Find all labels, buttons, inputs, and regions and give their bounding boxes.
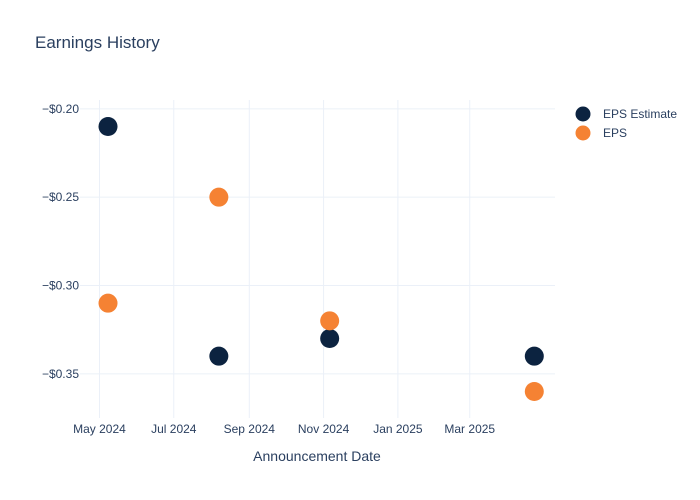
x-tick-label: Jul 2024 bbox=[151, 422, 197, 436]
eps-point[interactable] bbox=[209, 187, 229, 207]
x-tick-label: Sep 2024 bbox=[224, 422, 276, 436]
y-tick-label: −$0.30 bbox=[42, 279, 79, 293]
legend: EPS Estimate EPS bbox=[575, 106, 677, 141]
y-axis-ticks: −$0.20 −$0.25 −$0.30 −$0.35 bbox=[42, 102, 79, 381]
x-axis-title: Announcement Date bbox=[253, 448, 381, 464]
eps-point[interactable] bbox=[98, 293, 118, 313]
data-points bbox=[98, 117, 544, 401]
y-tick-label: −$0.25 bbox=[42, 190, 79, 204]
x-axis-ticks: May 2024 Jul 2024 Sep 2024 Nov 2024 Jan 2025… bbox=[73, 422, 495, 436]
legend-marker bbox=[575, 125, 591, 141]
legend-marker bbox=[575, 106, 591, 122]
legend-label[interactable]: EPS Estimate bbox=[603, 107, 677, 121]
chart-title: Earnings History bbox=[35, 33, 160, 52]
eps-estimate-point[interactable] bbox=[320, 329, 340, 348]
eps-estimate-point[interactable] bbox=[98, 117, 118, 136]
eps-estimate-point[interactable] bbox=[524, 346, 544, 366]
grid-lines bbox=[80, 100, 555, 418]
y-tick-label: −$0.35 bbox=[42, 367, 79, 381]
x-tick-label: May 2024 bbox=[73, 422, 126, 436]
eps-estimate-point[interactable] bbox=[209, 346, 229, 366]
eps-point[interactable] bbox=[524, 382, 544, 401]
x-tick-label: Nov 2024 bbox=[298, 422, 350, 436]
x-tick-label: Mar 2025 bbox=[444, 422, 495, 436]
y-tick-label: −$0.20 bbox=[42, 102, 79, 116]
x-tick-label: Jan 2025 bbox=[373, 422, 423, 436]
eps-point[interactable] bbox=[320, 311, 340, 331]
legend-label[interactable]: EPS bbox=[603, 126, 627, 140]
